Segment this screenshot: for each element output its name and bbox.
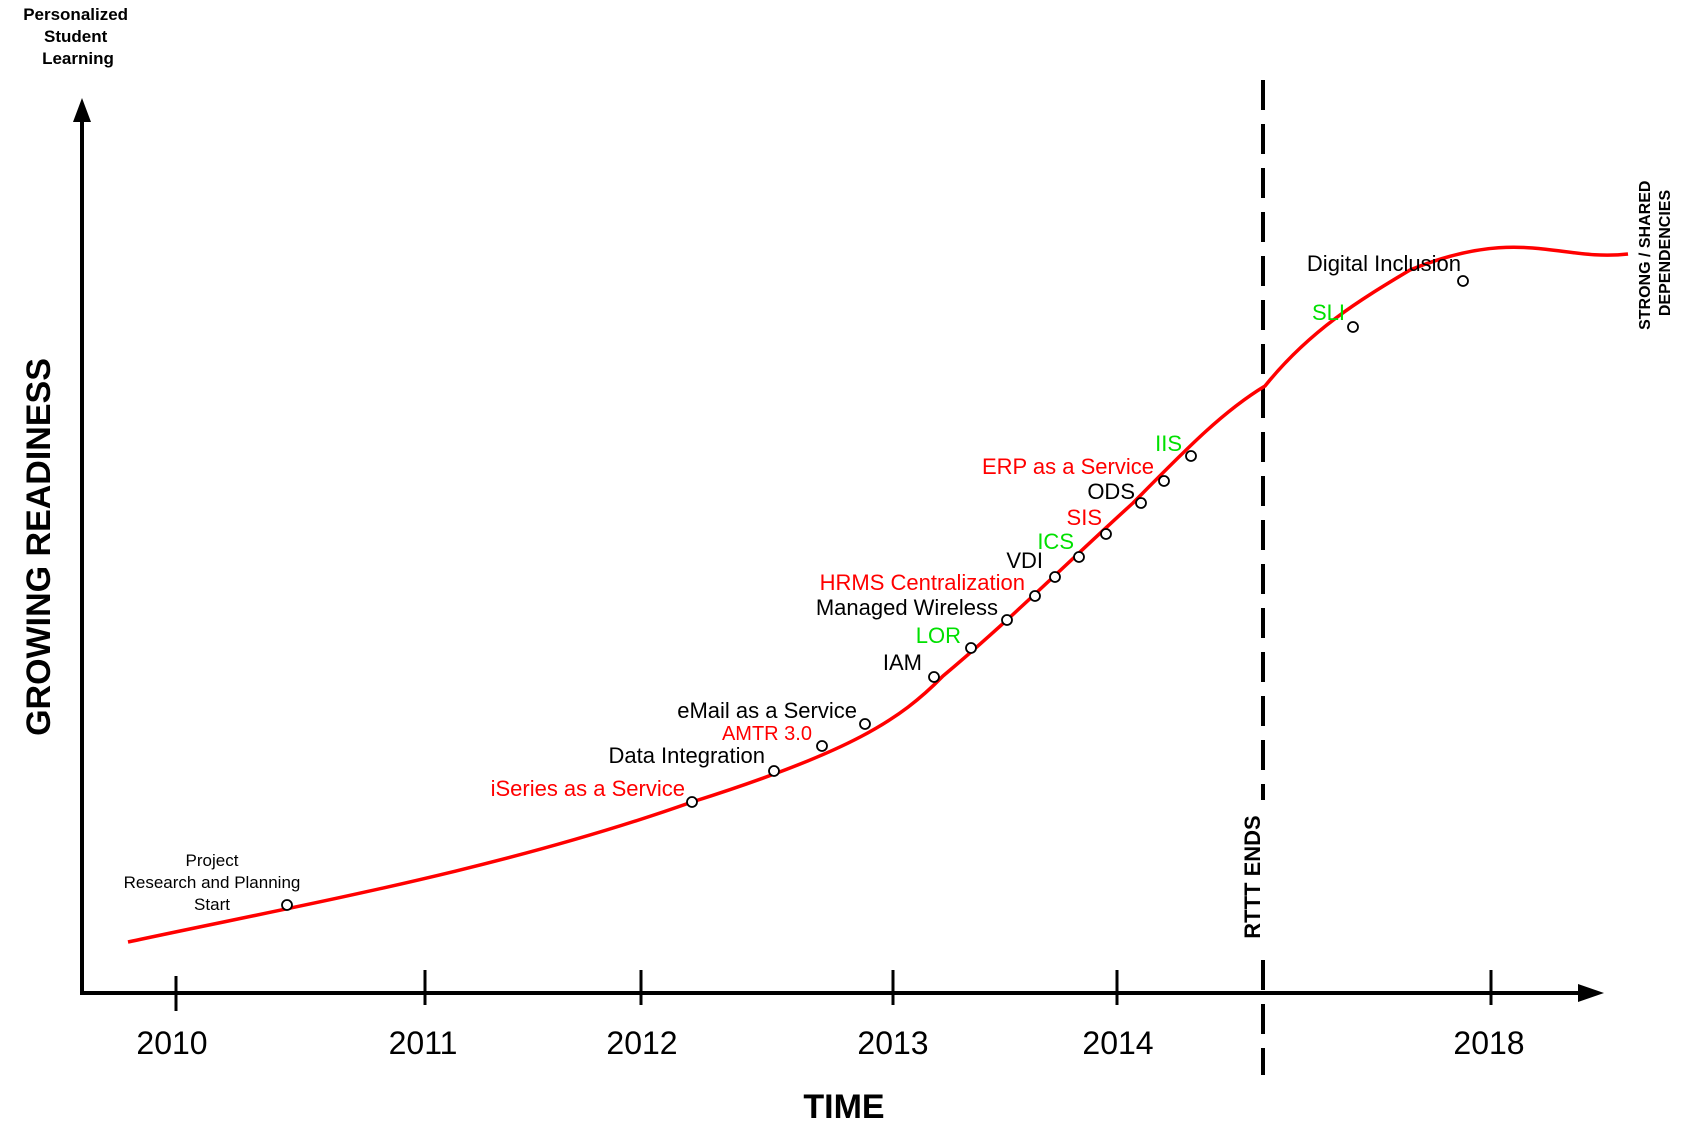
milestone-marker	[816, 740, 828, 752]
milestone-label: Digital Inclusion	[1307, 251, 1461, 276]
milestone-label: Data Integration	[608, 743, 765, 768]
milestone-label: SIS	[1067, 505, 1102, 530]
year-label: 2010	[136, 1025, 207, 1061]
milestone-label-line: Data Integration	[608, 743, 765, 768]
milestone-marker	[1158, 475, 1170, 487]
milestone-marker	[686, 796, 698, 808]
rttt-ends-label: RTTT ENDS	[1240, 815, 1265, 938]
y-top-label: Personalized Student Learning	[23, 5, 133, 68]
year-ticks	[174, 970, 1493, 1011]
milestone-label-line: VDI	[1006, 548, 1043, 573]
milestone-label: AMTR 3.0	[722, 723, 812, 745]
milestone-labels: Project Research and Planning Start iSeries…	[124, 251, 1461, 914]
milestone-label: eMail as a Service	[677, 698, 857, 723]
milestone-label: IIS	[1155, 431, 1182, 456]
milestone-marker	[1457, 275, 1469, 287]
milestone-marker	[1001, 614, 1013, 626]
milestone-points	[281, 275, 1469, 911]
milestone-marker	[1347, 321, 1359, 333]
milestone-marker	[768, 765, 780, 777]
milestone-label-line: eMail as a Service	[677, 698, 857, 723]
milestone-label-line: iSeries as a Service	[491, 776, 685, 801]
milestone-label: LOR	[916, 623, 961, 648]
readiness-curve	[127, 245, 1629, 944]
milestone-label-line: ODS	[1087, 479, 1135, 504]
milestone-label-line: SIS	[1067, 505, 1102, 530]
milestone-label: iSeries as a Service	[491, 776, 685, 801]
milestone-marker	[1029, 590, 1041, 602]
milestone-label-line: Research and Planning	[124, 873, 301, 892]
milestone-label-line: Project	[186, 851, 239, 870]
y-top-label-line: Student	[44, 27, 108, 46]
milestone-marker	[965, 642, 977, 654]
milestone-label: ERP as a Service	[982, 454, 1154, 479]
milestone-label-line: ICS	[1037, 529, 1074, 554]
milestone-label-line: HRMS Centralization	[820, 570, 1025, 595]
milestone-label-line: Managed Wireless	[816, 595, 998, 620]
year-label: 2013	[857, 1025, 928, 1061]
y-top-label-line: Learning	[42, 49, 114, 68]
y-top-label-line: Personalized	[23, 5, 128, 24]
right-label-line: DEPENDENCIES	[1657, 190, 1674, 317]
milestone-label-line: Start	[194, 895, 230, 914]
milestone-label: SLI	[1312, 300, 1345, 325]
milestone-label: ODS	[1087, 479, 1135, 504]
milestone-marker	[1049, 571, 1061, 583]
milestone-label-line: SLI	[1312, 300, 1345, 325]
year-label: 2012	[606, 1025, 677, 1061]
milestone-label-line: Digital Inclusion	[1307, 251, 1461, 276]
y-axis-arrow-icon	[73, 98, 91, 122]
year-label: 2011	[389, 1025, 458, 1061]
year-labels: 2010 2011 2012 2013 2014 2018	[136, 1025, 1524, 1061]
right-dependencies-label: STRONG / SHARED DEPENDENCIES	[1637, 176, 1674, 330]
milestone-label-line: LOR	[916, 623, 961, 648]
milestone-label: VDI	[1006, 548, 1043, 573]
year-label: 2014	[1082, 1025, 1153, 1061]
milestone-label: HRMS Centralization	[820, 570, 1025, 595]
milestone-label: IAM	[883, 650, 922, 675]
right-label-line: STRONG / SHARED	[1637, 181, 1654, 330]
milestone-marker	[859, 718, 871, 730]
milestone-marker	[1135, 497, 1147, 509]
milestone-label-line: IIS	[1155, 431, 1182, 456]
rttt-label-backdrop	[1240, 800, 1280, 950]
x-axis-title: TIME	[803, 1088, 884, 1126]
y-axis-title: GROWING READINESS	[20, 358, 58, 736]
milestone-label-line: IAM	[883, 650, 922, 675]
year-label: 2018	[1453, 1025, 1524, 1061]
milestone-marker	[281, 899, 293, 911]
milestone-label: Managed Wireless	[816, 595, 998, 620]
milestone-marker	[928, 671, 940, 683]
milestone-label: ICS	[1037, 529, 1074, 554]
x-axis-arrow-icon	[1578, 984, 1604, 1002]
milestone-label: Project Research and Planning Start	[124, 851, 301, 914]
milestone-marker	[1100, 528, 1112, 540]
milestone-label-line: ERP as a Service	[982, 454, 1154, 479]
milestone-marker	[1073, 551, 1085, 563]
milestone-label-line: AMTR 3.0	[722, 723, 812, 745]
milestone-marker	[1185, 450, 1197, 462]
